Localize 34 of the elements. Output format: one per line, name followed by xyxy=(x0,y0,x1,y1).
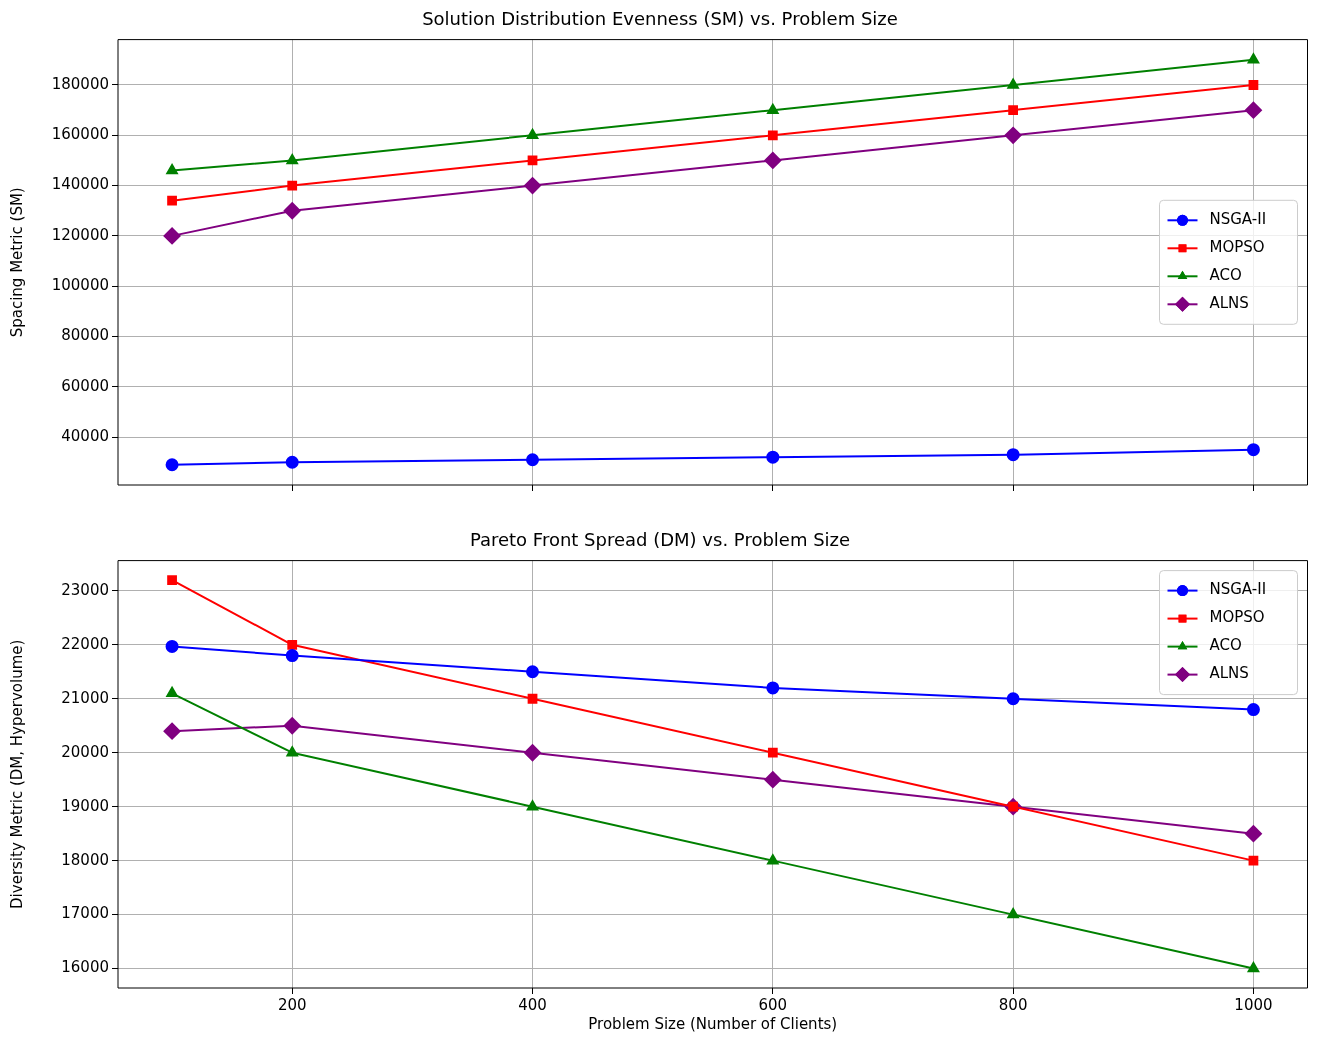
y-tick-label: 21000 xyxy=(61,688,109,707)
legend-label: NSGA-II xyxy=(1209,580,1267,599)
y-tick-label: 18000 xyxy=(61,850,109,869)
y-axis-title: Diversity Metric (DM, Hypervolume) xyxy=(7,639,26,909)
y-tick-label: 80000 xyxy=(61,326,109,345)
chart-title: Solution Distribution Evenness (SM) vs. Problem Size xyxy=(422,8,898,30)
legend-label: ALNS xyxy=(1209,294,1249,313)
x-tick-label: 1000 xyxy=(1234,995,1273,1014)
y-tick-label: 22000 xyxy=(61,634,109,653)
x-tick-label: 600 xyxy=(758,995,788,1014)
y-axis-title: Spacing Metric (SM) xyxy=(7,187,26,338)
y-tick-label: 100000 xyxy=(51,276,109,295)
legend-label: ACO xyxy=(1209,266,1242,285)
legend-label: MOPSO xyxy=(1209,238,1265,257)
y-tick-label: 20000 xyxy=(61,742,109,761)
x-axis-title: Problem Size (Number of Clients) xyxy=(588,1014,838,1033)
y-tick-label: 160000 xyxy=(51,125,109,144)
y-tick-label: 140000 xyxy=(51,175,109,194)
legend-label: ALNS xyxy=(1209,664,1249,683)
y-tick-label: 17000 xyxy=(61,904,109,923)
legend-label: MOPSO xyxy=(1209,608,1265,627)
y-tick-label: 120000 xyxy=(51,225,109,244)
y-tick-label: 23000 xyxy=(61,580,109,599)
chart-title: Pareto Front Spread (DM) vs. Problem Size xyxy=(469,529,851,551)
x-tick-label: 200 xyxy=(277,995,307,1014)
y-tick-label: 19000 xyxy=(61,796,109,815)
y-tick-label: 40000 xyxy=(61,426,109,445)
x-tick-label: 800 xyxy=(998,995,1028,1014)
x-tick-label: 400 xyxy=(518,995,547,1014)
y-tick-label: 16000 xyxy=(61,958,109,977)
legend-label: ACO xyxy=(1209,636,1242,655)
y-tick-label: 60000 xyxy=(61,376,109,395)
legend-label: NSGA-II xyxy=(1209,210,1267,229)
y-tick-label: 180000 xyxy=(51,74,109,93)
